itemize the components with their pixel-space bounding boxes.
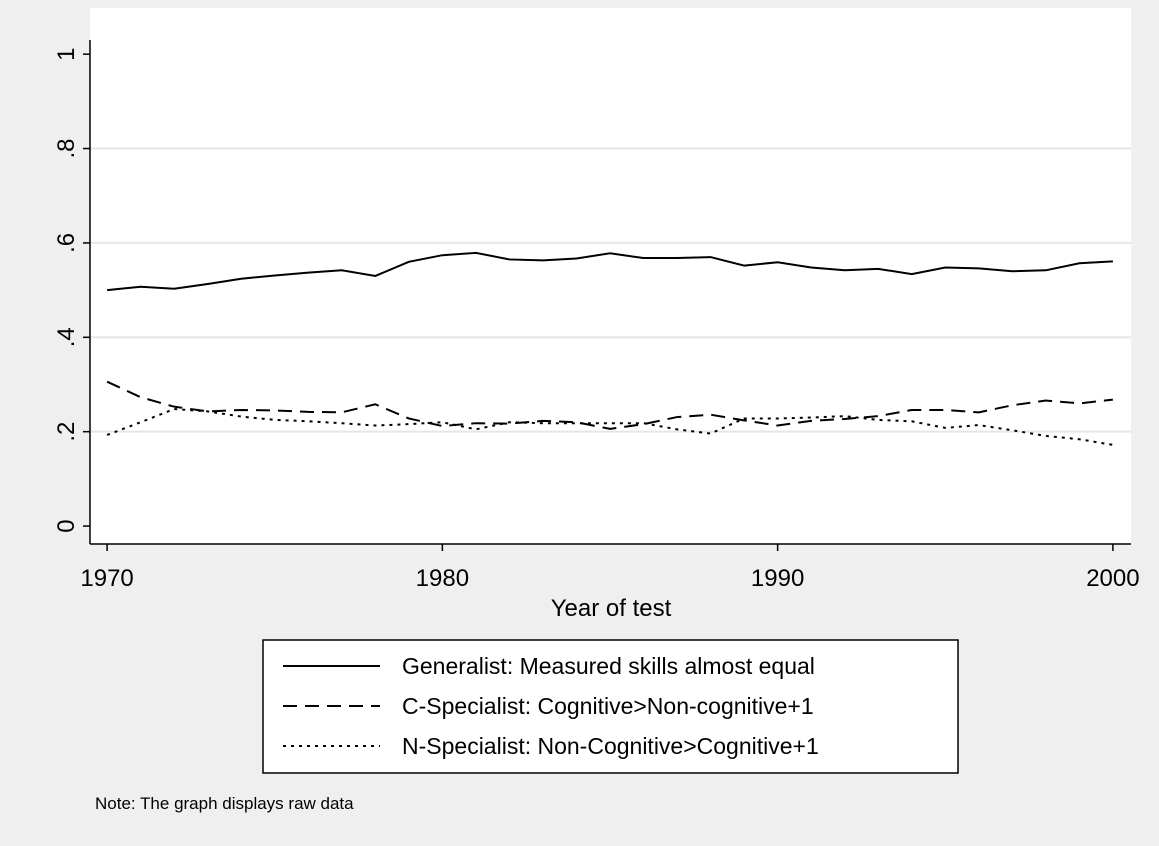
y-tick-label: .6 [53,233,80,253]
x-tick-label: 1980 [416,565,469,592]
legend-label: Generalist: Measured skills almost equal [402,653,815,679]
plot-area [90,8,1131,544]
series-line [107,251,1113,292]
series-line [106,380,1114,430]
x-tick-label: 2000 [1086,565,1139,592]
note: Note: The graph displays raw data [95,794,354,813]
y-tick-label: 1 [53,47,80,60]
x-axis-label: Year of test [551,595,672,622]
x-tick-label: 1990 [751,565,804,592]
legend-label: C-Specialist: Cognitive>Non-cognitive+1 [402,693,814,719]
legend-label: N-Specialist: Non-Cognitive>Cognitive+1 [402,733,819,759]
y-tick-label: .4 [53,327,80,347]
series-line [106,408,1114,446]
y-tick-label: .2 [53,422,80,442]
y-tick-label: .8 [53,139,80,159]
x-tick-label: 1970 [80,565,133,592]
y-tick-label: 0 [53,519,80,532]
